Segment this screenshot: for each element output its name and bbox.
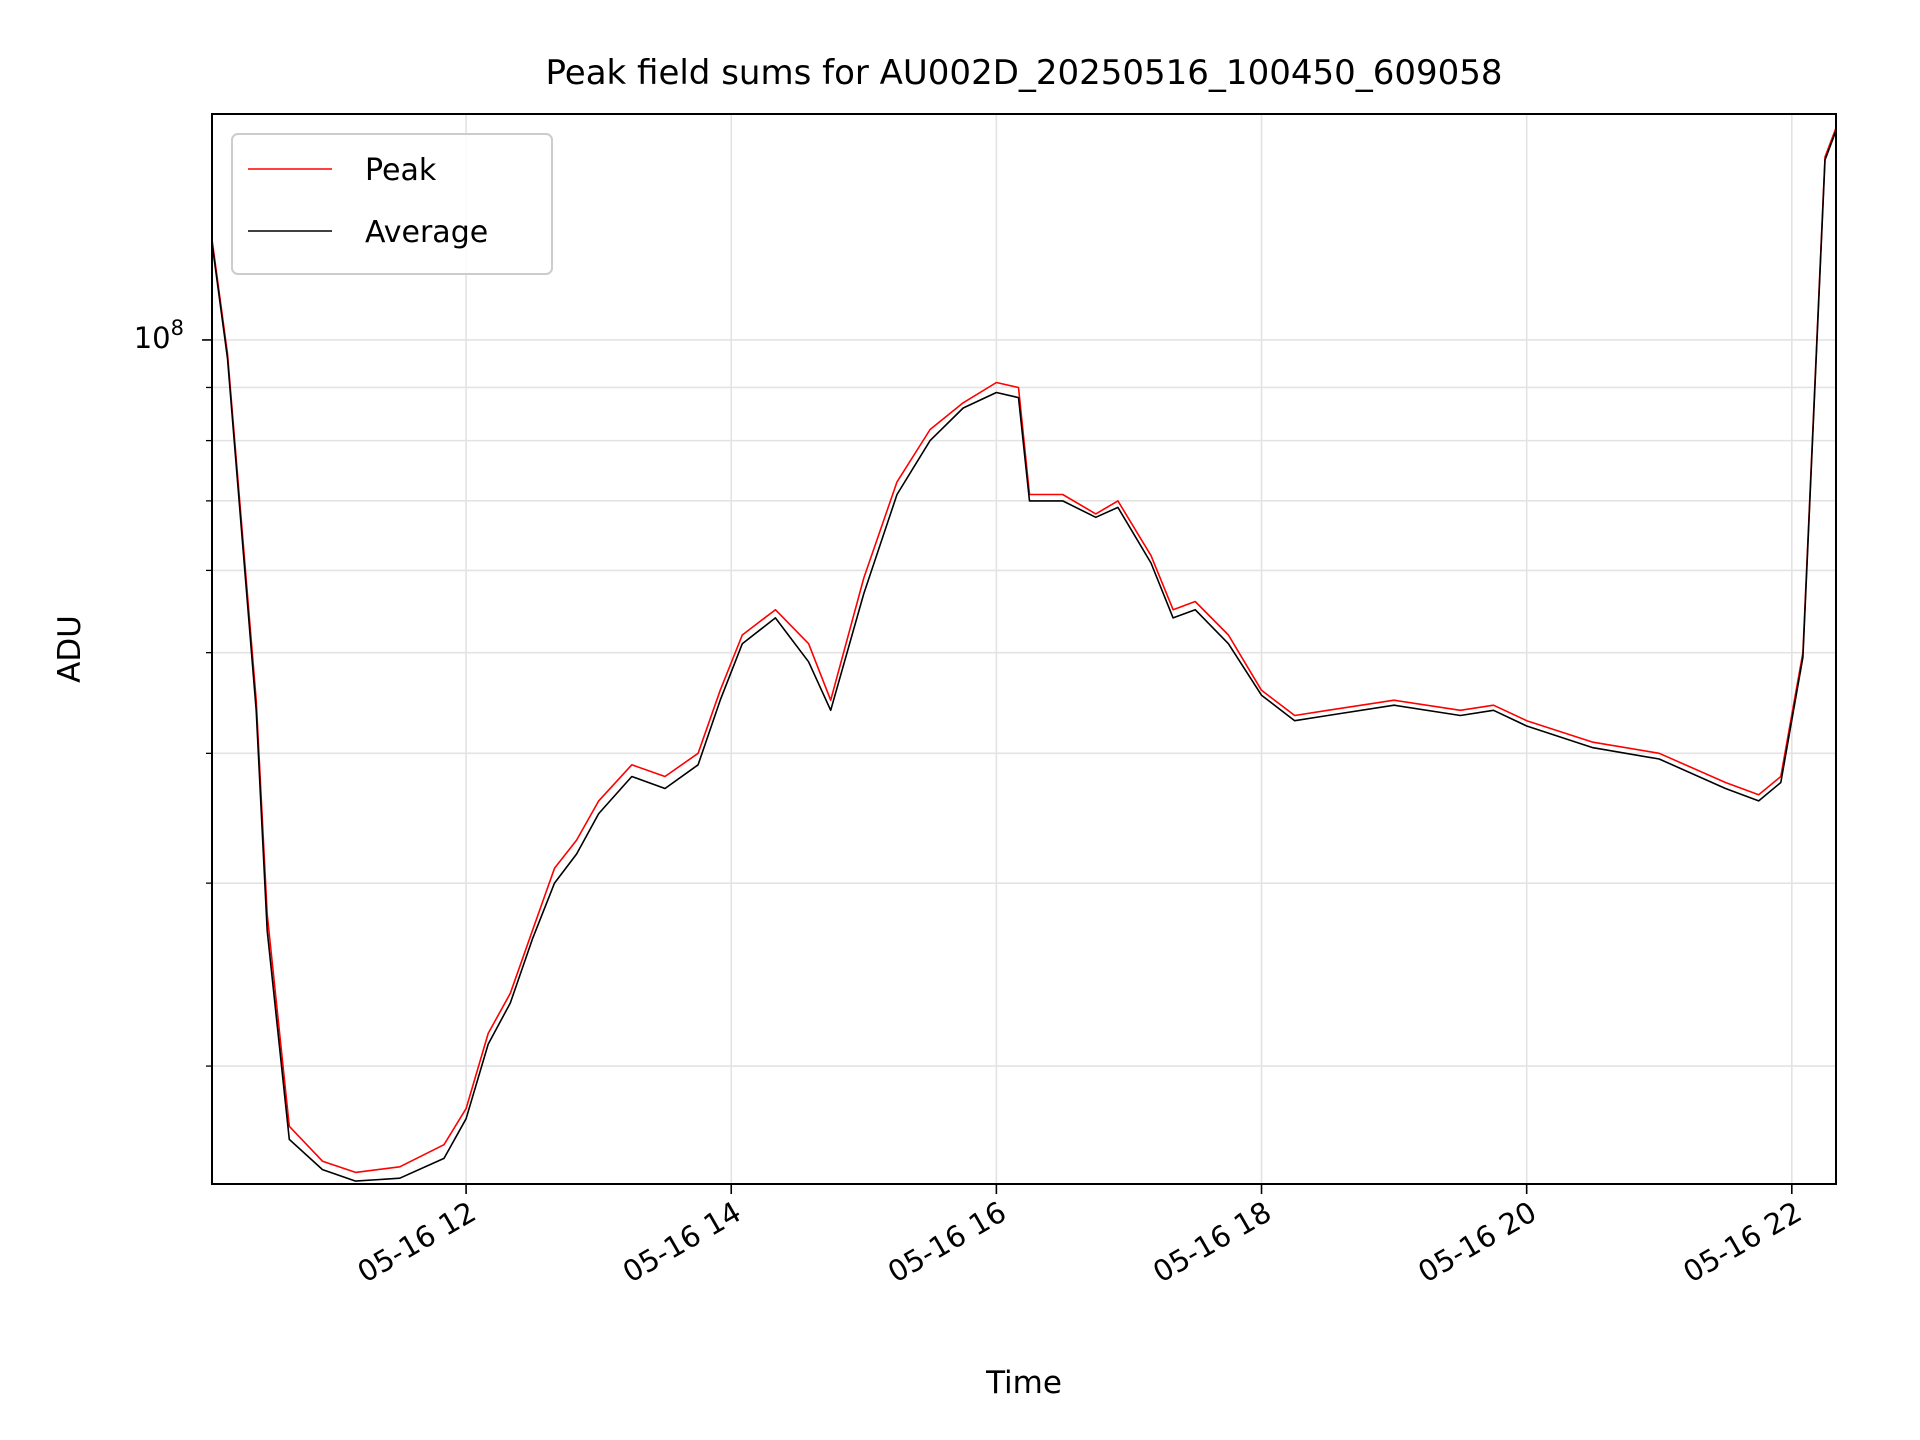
legend-label-peak: Peak	[365, 153, 437, 188]
chart-title: Peak field sums for AU002D_20250516_1004…	[545, 53, 1502, 93]
y-tick-base: 10	[134, 321, 171, 355]
y-axis-label: ADU	[52, 615, 88, 683]
grid	[212, 114, 1836, 1184]
plot-frame	[211, 113, 1837, 1185]
y-major-tick-label: 108	[134, 316, 184, 355]
legend: Peak Average	[231, 133, 553, 275]
svg-text:108: 108	[134, 316, 184, 355]
plot-area	[212, 114, 1836, 1184]
y-tick-exponent: 8	[171, 316, 184, 340]
series-line-peak	[212, 127, 1836, 1174]
x-axis-label: Time	[985, 1365, 1062, 1401]
legend-label-average: Average	[365, 215, 488, 250]
series-lines	[212, 127, 1836, 1182]
series-line-average	[212, 130, 1836, 1182]
